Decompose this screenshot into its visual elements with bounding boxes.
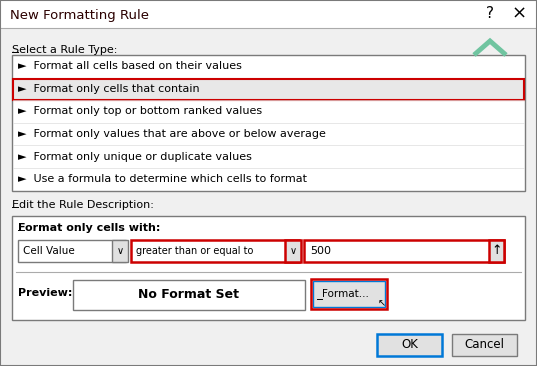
Bar [13, 79, 524, 100]
Bar [0, 0, 537, 28]
Text: 500: 500 [310, 246, 331, 256]
Bar [12, 55, 525, 191]
Text: ∨: ∨ [117, 246, 124, 256]
Bar [12, 216, 525, 320]
Bar [18, 240, 126, 262]
Text: ►  Format only cells that contain: ► Format only cells that contain [18, 84, 200, 94]
Bar [131, 240, 299, 262]
Text: ►  Format only top or bottom ranked values: ► Format only top or bottom ranked value… [18, 107, 262, 116]
Text: New Formatting Rule: New Formatting Rule [10, 8, 149, 22]
Text: ∨: ∨ [289, 246, 296, 256]
Text: Format...: Format... [322, 289, 368, 299]
Text: ↑: ↑ [491, 244, 502, 258]
Text: ►  Format only values that are above or below average: ► Format only values that are above or b… [18, 129, 326, 139]
Bar [311, 279, 387, 309]
Text: No Format Set: No Format Set [139, 288, 240, 302]
Text: ►  Use a formula to determine which cells to format: ► Use a formula to determine which cells… [18, 174, 307, 184]
Text: ×: × [511, 5, 527, 23]
Bar [489, 240, 504, 262]
Text: Cancel: Cancel [465, 339, 504, 351]
Bar [0, 28, 537, 36]
Text: greater than or equal to: greater than or equal to [136, 246, 253, 256]
Bar [452, 334, 517, 356]
Bar [112, 240, 128, 262]
Text: ↖: ↖ [378, 298, 386, 308]
Bar [304, 240, 504, 262]
Text: ►  Format all cells based on their values: ► Format all cells based on their values [18, 61, 242, 71]
Bar [285, 240, 301, 262]
Text: Select a Rule Type:: Select a Rule Type: [12, 45, 118, 55]
Text: Edit the Rule Description:: Edit the Rule Description: [12, 200, 154, 210]
Bar [73, 280, 305, 310]
Text: OK: OK [401, 339, 418, 351]
Text: Cell Value: Cell Value [23, 246, 75, 256]
Text: Format only cells with:: Format only cells with: [18, 223, 161, 233]
Text: Preview:: Preview: [18, 288, 72, 298]
Bar [313, 281, 385, 307]
Text: ►  Format only unique or duplicate values: ► Format only unique or duplicate values [18, 152, 252, 162]
Bar [377, 334, 442, 356]
Text: ?: ? [486, 7, 494, 22]
